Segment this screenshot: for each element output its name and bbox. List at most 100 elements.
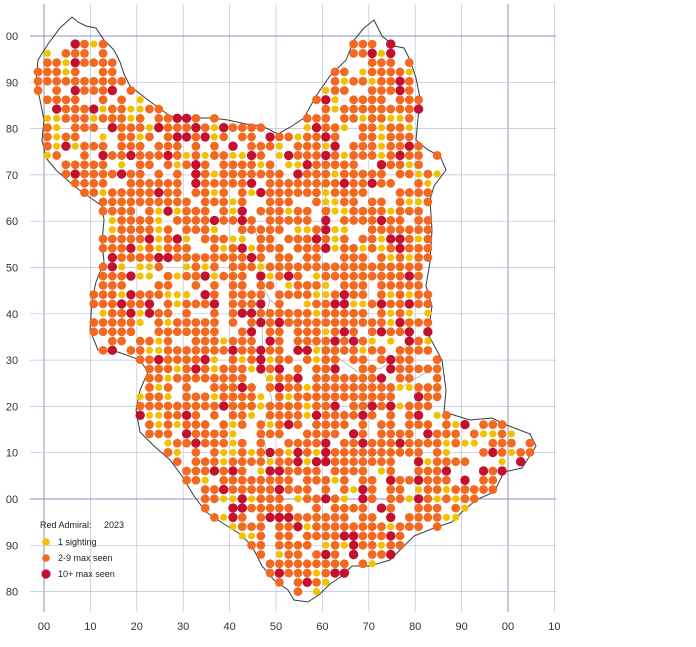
sighting-dot-10-plus	[107, 345, 118, 356]
sighting-dot-2-9	[247, 262, 256, 272]
sighting-dot-2-9	[302, 568, 312, 578]
sighting-dot-1	[229, 235, 237, 243]
sighting-dot-2-9	[219, 420, 229, 429]
sighting-dot-10-plus	[274, 512, 285, 523]
sighting-dot-2-9	[284, 216, 294, 225]
sighting-dot-10-plus	[116, 169, 127, 179]
sighting-dot-1	[257, 263, 265, 271]
sighting-dot-2-9	[302, 355, 312, 365]
sighting-dot-1	[118, 263, 126, 271]
sighting-dot-1	[322, 281, 330, 289]
sighting-dot-2-9	[358, 522, 368, 532]
sighting-dot-2-9	[395, 522, 405, 532]
x-axis-label: 60	[316, 621, 328, 633]
sighting-dot-2-9	[126, 225, 136, 235]
sighting-dot-1	[340, 207, 348, 215]
sighting-dot-1	[377, 124, 386, 132]
sighting-dot-2-9	[200, 392, 210, 402]
sighting-dot-2-9	[423, 169, 433, 179]
sighting-dot-2-9	[126, 188, 136, 197]
sighting-dot-1	[303, 458, 311, 466]
sighting-dot-2-9	[302, 206, 312, 216]
y-axis-label: 00	[6, 31, 18, 43]
sighting-dot-2-9	[302, 485, 312, 494]
sighting-dot-2-9	[349, 104, 359, 114]
sighting-dot-2-9	[386, 503, 396, 513]
sighting-dot-10-plus	[209, 299, 220, 309]
sighting-dot-1	[155, 383, 163, 392]
sighting-dot-2-9	[404, 420, 414, 429]
sighting-dot-10-plus	[191, 169, 201, 179]
sighting-dot-2-9	[302, 559, 312, 569]
sighting-dot-1	[257, 161, 265, 169]
sighting-dot-2-9	[367, 383, 377, 392]
sighting-dot-2-9	[377, 113, 386, 123]
sighting-dot-2-9	[423, 216, 433, 225]
sighting-dot-1	[340, 495, 348, 503]
sighting-dot-2-9	[256, 485, 266, 494]
sighting-dot-2-9	[274, 577, 284, 587]
sighting-dot-10-plus	[135, 410, 145, 420]
sighting-dot-1	[414, 235, 423, 243]
sighting-dot-10-plus	[376, 373, 387, 383]
sighting-dot-2-9	[52, 151, 62, 160]
sighting-dot-10-plus	[256, 354, 266, 365]
sighting-dot-10-plus	[154, 187, 164, 198]
sighting-dot-2-9	[70, 123, 80, 133]
sighting-dot-2-9	[237, 420, 247, 429]
sighting-dot-2-9	[200, 178, 210, 188]
sighting-dot-2-9	[312, 577, 321, 587]
sighting-dot-1	[229, 495, 237, 503]
x-axis-label: 20	[131, 621, 143, 633]
sighting-dot-2-9	[349, 271, 359, 281]
sighting-dot-2-9	[182, 206, 191, 216]
sighting-dot-2-9	[42, 76, 52, 86]
sighting-dot-10-plus	[246, 327, 257, 337]
sighting-dot-2-9	[451, 485, 461, 494]
sighting-dot-1	[238, 356, 246, 364]
sighting-dot-2-9	[404, 95, 414, 105]
sighting-dot-2-9	[395, 429, 405, 439]
sighting-dot-2-9	[145, 355, 154, 365]
sighting-dot-1	[155, 411, 163, 419]
sighting-dot-2-9	[339, 512, 349, 522]
sighting-dot-1	[331, 244, 339, 252]
sighting-dot-2-9	[404, 429, 414, 439]
sighting-dot-2-9	[377, 290, 386, 300]
sighting-dot-2-9	[414, 216, 423, 225]
sighting-dot-2-9	[312, 392, 321, 402]
sighting-dot-2-9	[423, 318, 433, 327]
sighting-dot-2-9	[358, 48, 368, 58]
sighting-dot-2-9	[265, 234, 275, 244]
sighting-dot-10-plus	[404, 141, 414, 151]
sighting-dot-2-9	[237, 373, 247, 383]
legend-title-year: 2023	[104, 520, 124, 530]
sighting-dot-1	[405, 68, 413, 76]
sighting-dot-1	[285, 448, 293, 457]
sighting-dot-2-9	[312, 327, 321, 337]
sighting-dot-1	[322, 291, 330, 299]
sighting-dot-2-9	[247, 299, 256, 309]
sighting-dot-2-9	[219, 364, 229, 374]
sighting-dot-2-9	[284, 290, 294, 300]
sighting-dot-2-9	[70, 178, 80, 188]
sighting-dot-2-9	[145, 132, 154, 142]
sighting-dot-1	[331, 105, 339, 113]
sighting-dot-2-9	[293, 410, 303, 420]
sighting-dot-2-9	[479, 485, 488, 494]
sighting-dot-2-9	[302, 151, 312, 160]
sighting-dot-10-plus	[200, 132, 210, 142]
sighting-dot-2-9	[302, 280, 312, 290]
sighting-dot-10-plus	[302, 577, 312, 588]
sighting-dot-2-9	[293, 577, 303, 587]
sighting-dot-2-9	[414, 503, 423, 513]
sighting-dot-1	[229, 430, 237, 438]
sighting-dot-2-9	[274, 290, 284, 300]
sighting-dot-2-9	[367, 104, 377, 114]
sighting-dot-2-9	[330, 86, 340, 95]
sighting-dot-2-9	[302, 132, 312, 142]
sighting-dot-2-9	[339, 336, 349, 346]
sighting-dot-2-9	[89, 160, 99, 170]
sighting-dot-2-9	[339, 197, 349, 207]
sighting-dot-10-plus	[126, 271, 136, 281]
